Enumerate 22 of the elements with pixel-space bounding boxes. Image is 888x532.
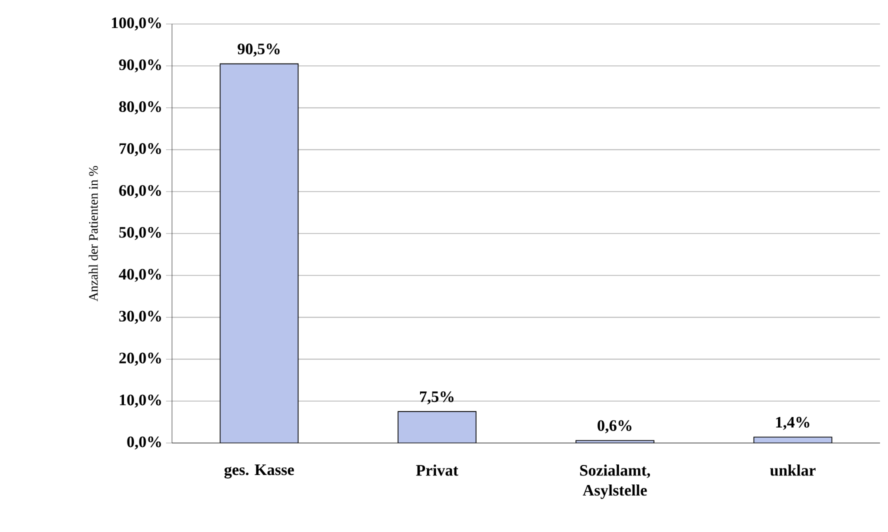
y-tick-label: 100,0% (112, 17, 161, 31)
bar (398, 411, 476, 443)
data-label: 0,6% (598, 420, 632, 434)
y-tick-label: 20,0% (119, 352, 161, 366)
data-label: 90,5% (238, 44, 280, 57)
y-tick-label: 10,0% (120, 394, 161, 408)
y-tick-label: 80,0% (119, 101, 161, 114)
y-tick-label: 30,0% (119, 310, 161, 324)
y-tick-label: 50,0% (119, 226, 161, 240)
y-tick-label: 90,0% (119, 59, 161, 72)
x-tick-label: Privat (416, 464, 458, 476)
y-tick-label: 40,0% (118, 268, 161, 282)
y-tick-label: 0,0% (127, 436, 161, 450)
data-label: 7,5% (420, 391, 454, 404)
x-tick-label: unklar (770, 464, 816, 476)
y-tick-label: 70,0% (120, 143, 161, 156)
y-axis-title: Anzahl der Patienten in % (88, 166, 98, 302)
x-tick-label: Sozialamt, Asylstelle (580, 464, 650, 499)
x-tick-label: ges. Kasse (224, 464, 294, 478)
data-label: 1,4% (776, 416, 810, 430)
y-tick-label: 60,0% (119, 185, 161, 198)
bar (220, 63, 299, 443)
